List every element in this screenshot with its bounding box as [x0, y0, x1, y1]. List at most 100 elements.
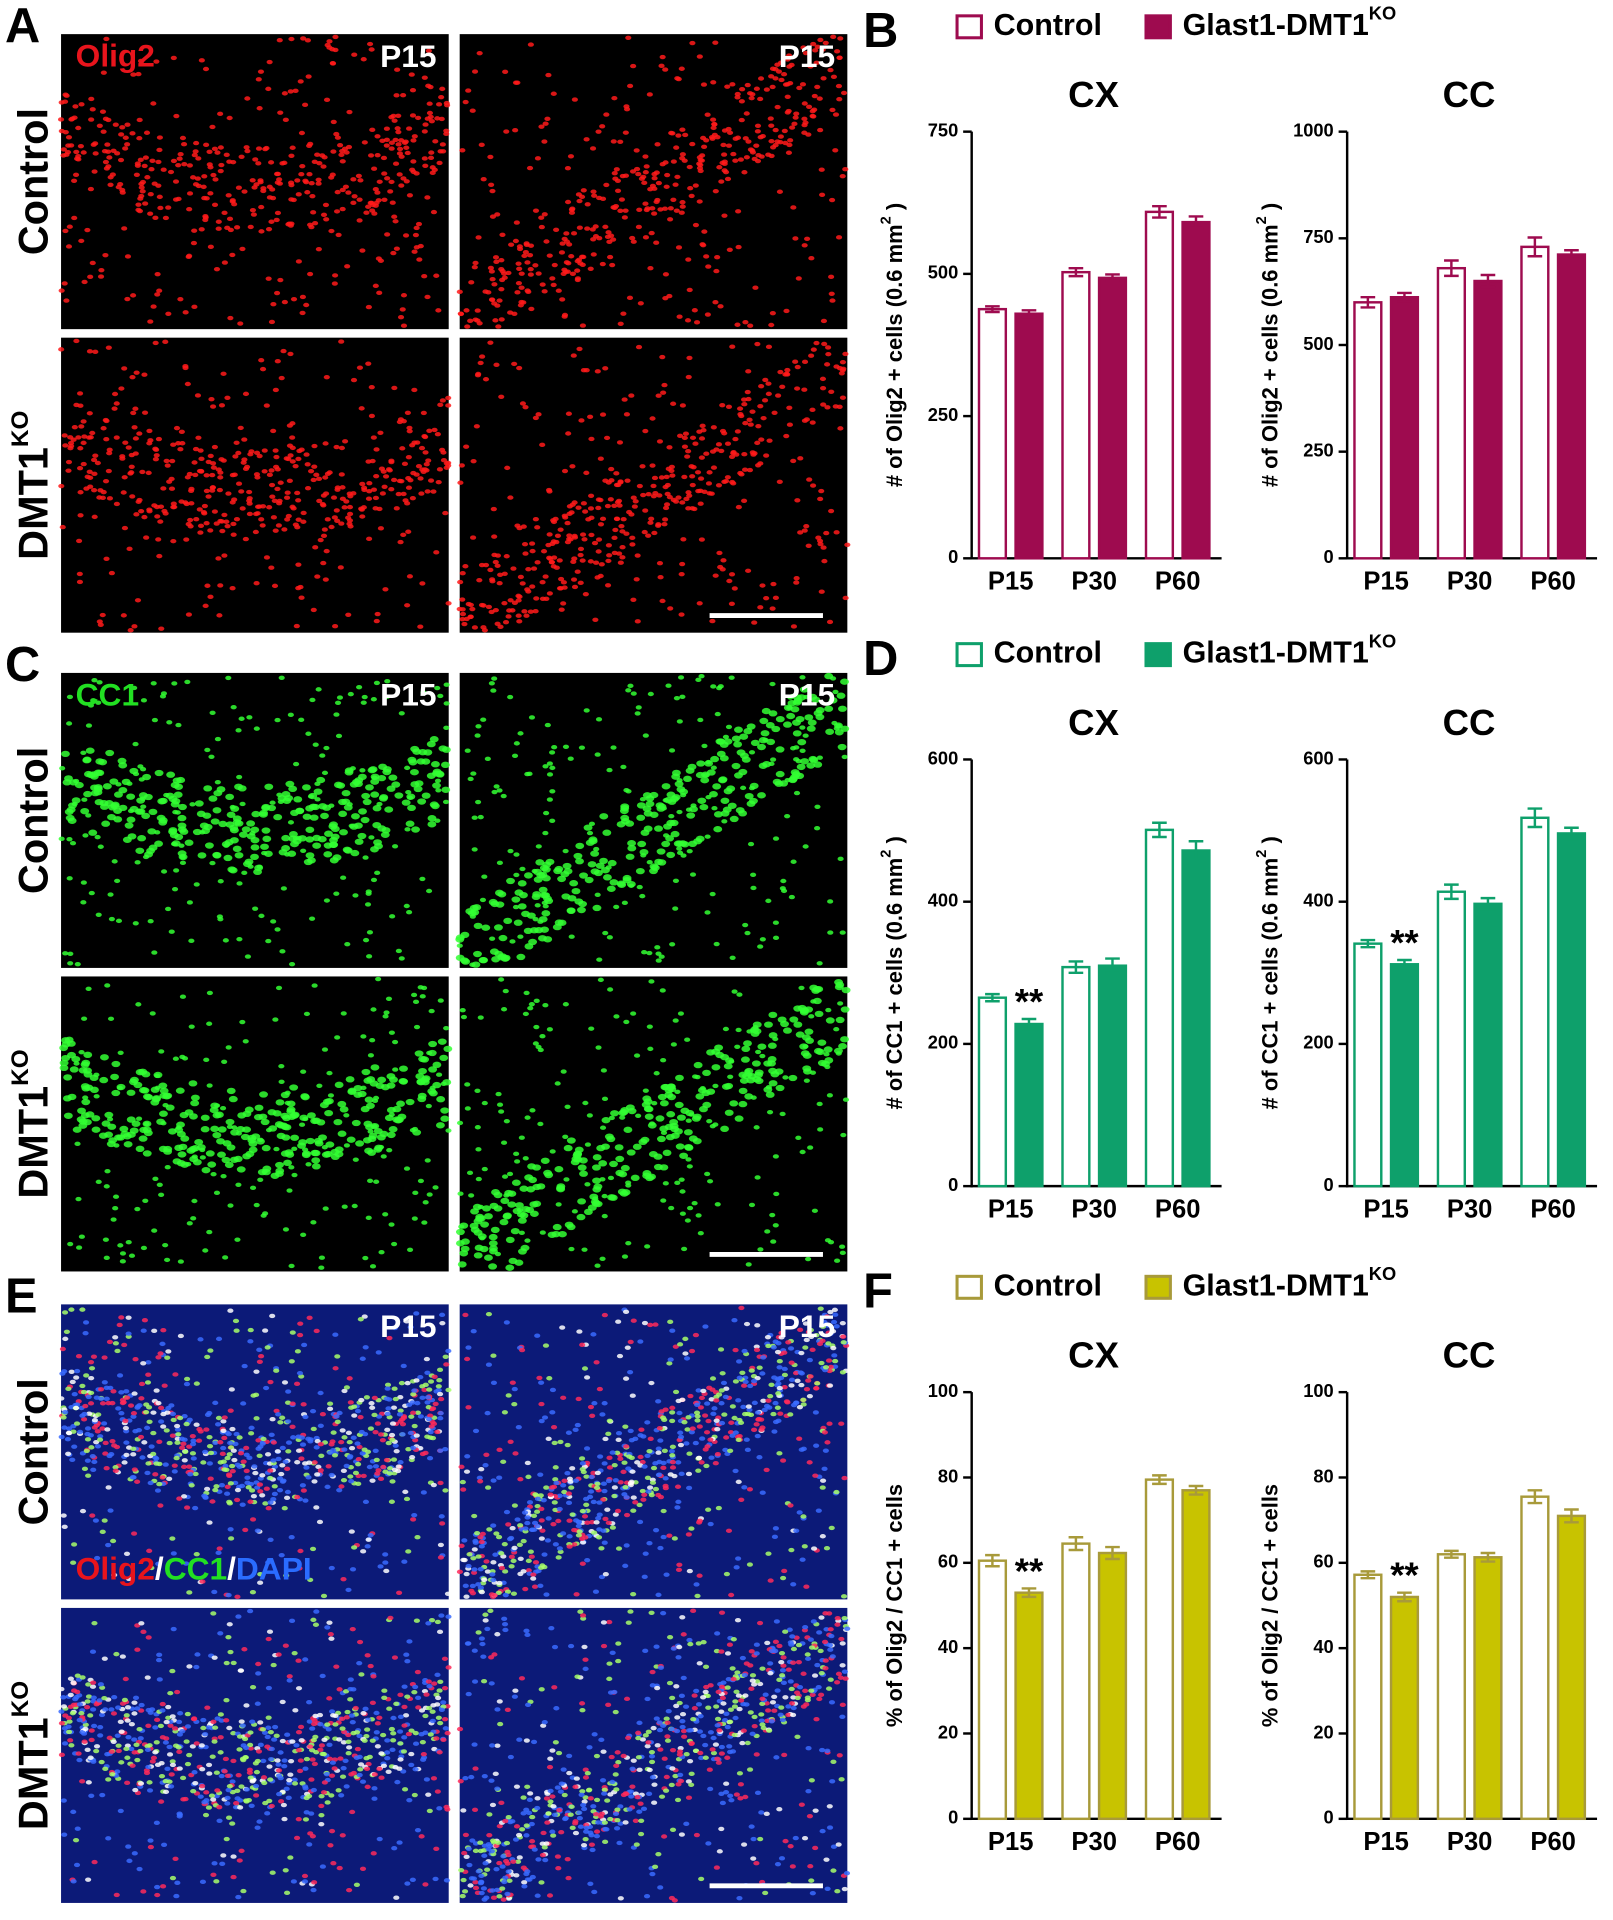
- cell-dot: [335, 485, 341, 489]
- cell-dot: [186, 207, 192, 211]
- cell-dot: [654, 1164, 663, 1170]
- cell-dot: [182, 500, 188, 504]
- cell-dot: [491, 507, 497, 511]
- cell-dot: [565, 1222, 574, 1228]
- cell-dot: [166, 479, 172, 483]
- cell-dot: [519, 1212, 528, 1218]
- cell-dot: [445, 403, 451, 407]
- cell-dot: [575, 570, 581, 574]
- cell-dot: [79, 1118, 88, 1124]
- cell-dot: [391, 1457, 397, 1461]
- cell-dot: [76, 539, 82, 543]
- cell-dot: [527, 166, 533, 170]
- cell-dot: [685, 1157, 691, 1161]
- cell-dot: [222, 841, 231, 847]
- cell-dot: [80, 751, 86, 755]
- cell-dot: [497, 625, 503, 629]
- cell-dot: [234, 1498, 240, 1502]
- cell-dot: [581, 501, 587, 505]
- cell-dot: [193, 141, 199, 145]
- cell-dot: [173, 114, 179, 118]
- cell-dot: [145, 1380, 151, 1384]
- cell-dot: [768, 1043, 777, 1049]
- cell-dot: [305, 827, 314, 833]
- cell-dot: [407, 193, 413, 197]
- cell-dot: [340, 1106, 349, 1112]
- cell-dot: [540, 597, 546, 601]
- cell-dot: [741, 402, 747, 406]
- cell-dot: [786, 406, 792, 410]
- cell-dot: [590, 189, 596, 193]
- cell-dot: [621, 517, 627, 521]
- cell-dot: [306, 172, 312, 176]
- cell-dot: [438, 1411, 444, 1415]
- cell-dot: [580, 323, 586, 327]
- cell-dot: [311, 464, 317, 468]
- cell-dot: [103, 479, 109, 483]
- cell-dot: [553, 228, 559, 232]
- cell-dot: [302, 179, 308, 183]
- cell-dot: [496, 298, 502, 302]
- cell-dot: [533, 596, 539, 600]
- cell-dot: [490, 214, 496, 218]
- cell-dot: [677, 851, 683, 855]
- cell-dot: [681, 1247, 687, 1251]
- cell-dot: [629, 542, 635, 546]
- cell-dot: [583, 471, 589, 475]
- cell-dot: [151, 503, 157, 507]
- cell-dot: [191, 1095, 200, 1101]
- cell-dot: [317, 1520, 323, 1524]
- cell-dot: [777, 1412, 783, 1416]
- cell-dot: [557, 876, 566, 882]
- cell-dot: [327, 1402, 333, 1406]
- cell-dot: [417, 1096, 426, 1102]
- cell-dot: [277, 38, 283, 42]
- cell-dot: [494, 784, 500, 788]
- cell-dot: [243, 467, 249, 471]
- cell-dot: [516, 619, 522, 623]
- cell-dot: [112, 1335, 118, 1339]
- cell-dot: [607, 255, 613, 259]
- cell-dot: [495, 890, 504, 896]
- cell-dot: [156, 148, 162, 152]
- cell-dot: [320, 1412, 326, 1416]
- cell-dot: [422, 1075, 431, 1081]
- cell-dot: [624, 412, 630, 416]
- cell-dot: [647, 92, 653, 96]
- cell-dot: [265, 939, 271, 943]
- cell-dot: [436, 480, 442, 484]
- cell-dot: [246, 820, 255, 826]
- cell-dot: [641, 181, 647, 185]
- cell-dot: [622, 1254, 628, 1258]
- cell-dot: [347, 1440, 353, 1444]
- cell-dot: [389, 1076, 398, 1082]
- cell-dot: [178, 826, 187, 832]
- cell-dot: [163, 216, 169, 220]
- cell-dot: [611, 536, 617, 540]
- cell-dot: [593, 234, 599, 238]
- cell-dot: [104, 1466, 110, 1470]
- cell-dot: [193, 149, 199, 153]
- cell-dot: [490, 901, 499, 907]
- cell-dot: [651, 211, 657, 215]
- cell-dot: [161, 167, 167, 171]
- cell-dot: [234, 517, 240, 521]
- cell-dot: [88, 97, 94, 101]
- cell-dot: [562, 237, 568, 241]
- cell-dot: [588, 1026, 594, 1030]
- cell-dot: [806, 105, 812, 109]
- cell-dot: [803, 524, 809, 528]
- cell-dot: [460, 1008, 466, 1012]
- cell-dot: [226, 1119, 235, 1125]
- cell-dot: [750, 1027, 759, 1033]
- cell-dot: [299, 1122, 305, 1126]
- cell-dot: [288, 89, 294, 93]
- cell-dot: [88, 117, 94, 121]
- cell-dot: [701, 229, 707, 233]
- cell-dot: [400, 1432, 406, 1436]
- cell-dot: [127, 1116, 136, 1122]
- cell-dot: [729, 345, 735, 349]
- cell-dot: [275, 1412, 281, 1416]
- cell-dot: [149, 809, 158, 815]
- cell-dot: [192, 473, 198, 477]
